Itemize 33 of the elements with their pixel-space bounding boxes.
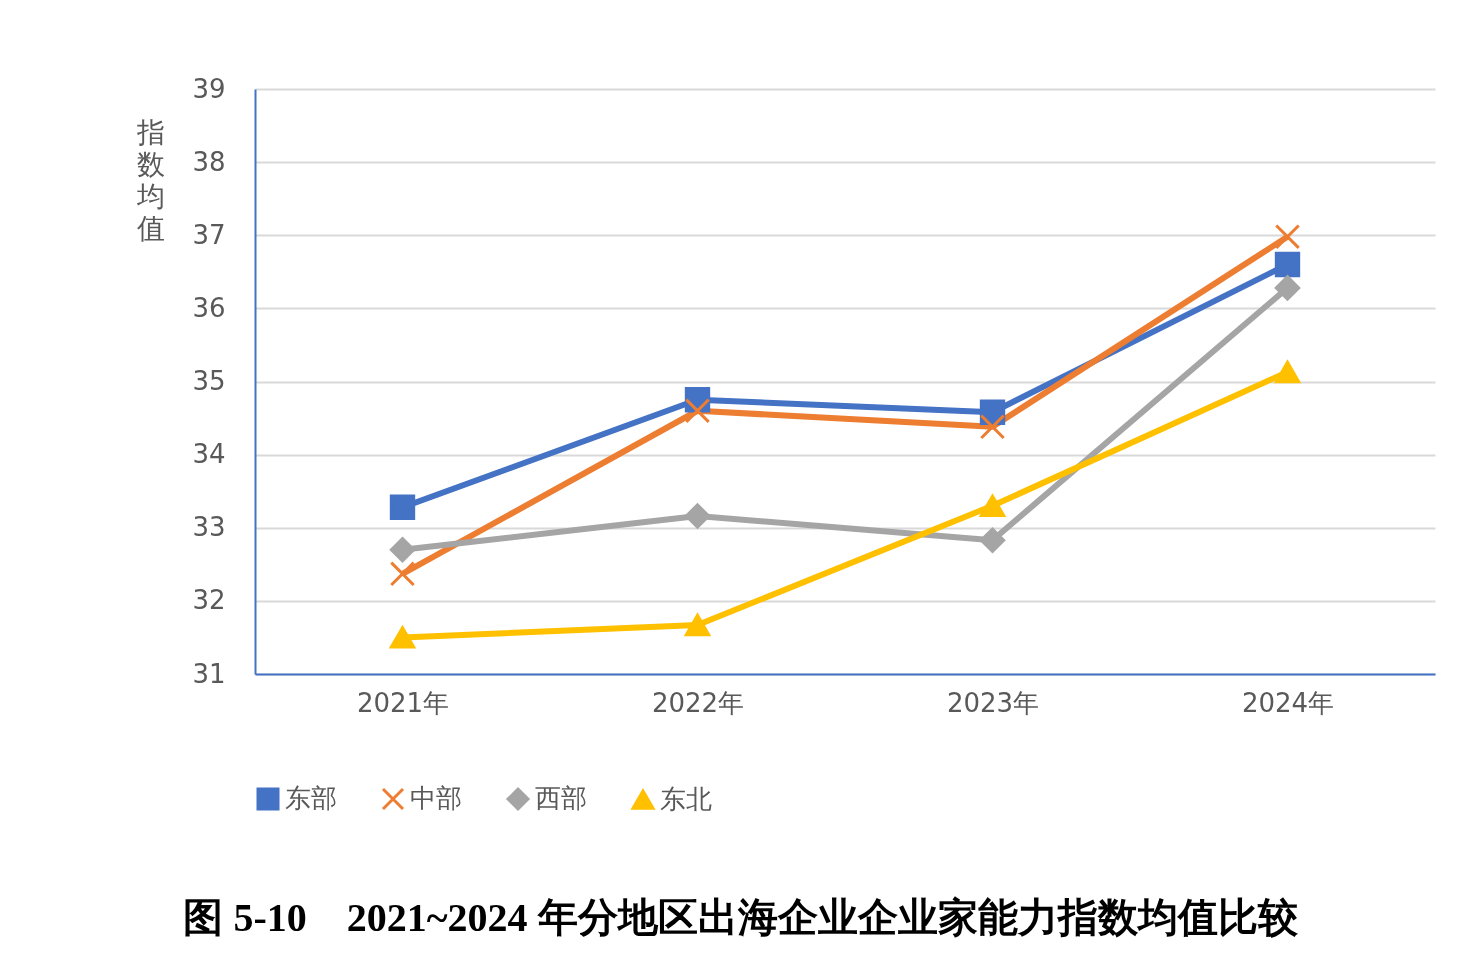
x-tick-label: 2023年 (946, 687, 1040, 718)
y-tick-label: 36 (192, 292, 226, 323)
legend-label: 东部 (285, 783, 337, 813)
point (1274, 360, 1301, 384)
point (389, 537, 416, 563)
y-tick-label: 38 (192, 146, 226, 177)
legend-label: 中部 (410, 783, 462, 813)
y-axis-title: 指数均值 (135, 115, 165, 245)
point (1274, 224, 1301, 250)
point (684, 503, 711, 529)
y-tick-label: 39 (192, 73, 226, 104)
legend-label: 西部 (535, 783, 587, 813)
y-tick-label: 34 (192, 439, 226, 470)
point (979, 414, 1006, 440)
text: 图 5-10 2021~2024 年分地区出海企业企业家能力指数均值比较 (182, 894, 1299, 942)
y-tick-label: 33 (192, 512, 226, 543)
point (389, 561, 416, 587)
point (979, 494, 1006, 517)
x-tick-label: 2021年 (356, 687, 450, 718)
point (389, 626, 416, 649)
y-tick-label: 31 (192, 658, 226, 689)
y-tick-label: 35 (192, 366, 226, 396)
x-tick-label: 2022年 (651, 687, 745, 718)
y-tick-label: 32 (192, 585, 226, 616)
y-tick-label: 37 (192, 219, 226, 250)
x-tick-label: 2024年 (1241, 687, 1335, 718)
point (979, 527, 1006, 553)
point (684, 398, 711, 424)
point (389, 494, 416, 520)
legend-label: 东北 (660, 783, 712, 814)
point (1274, 275, 1301, 301)
point (1274, 251, 1301, 278)
point (684, 613, 711, 637)
